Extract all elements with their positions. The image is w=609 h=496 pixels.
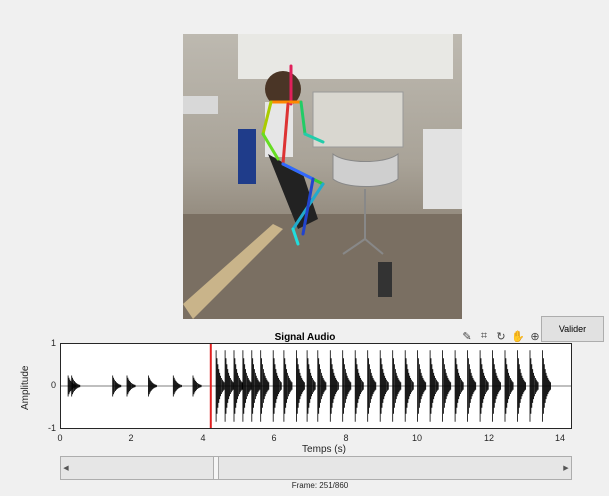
x-axis-label: Temps (s) xyxy=(302,444,346,455)
signal-burst xyxy=(148,375,157,397)
pan-icon[interactable]: ✋ xyxy=(511,330,525,343)
signal-burst xyxy=(306,350,316,422)
signal-burst xyxy=(126,375,136,397)
signal-burst xyxy=(260,350,270,422)
data-tip-icon[interactable]: ⌗ xyxy=(480,329,488,342)
signal-burst xyxy=(354,350,364,422)
signal-burst xyxy=(233,350,243,422)
video-frame xyxy=(183,34,462,319)
signal-burst xyxy=(542,350,551,422)
signal-burst xyxy=(529,350,539,422)
signal-burst xyxy=(379,350,389,422)
axes-toolbar: ✎ ⌗ ↻ ✋ ⊕ xyxy=(460,329,542,345)
rotate-icon[interactable]: ↻ xyxy=(496,330,506,343)
plot-title: Signal Audio xyxy=(274,332,336,343)
signal-burst xyxy=(317,350,327,422)
audio-signal xyxy=(61,344,571,428)
x-tick-label: 2 xyxy=(128,433,134,443)
signal-burst xyxy=(517,350,526,422)
signal-burst xyxy=(367,350,377,422)
signal-burst xyxy=(251,350,261,422)
frame-slider[interactable]: ◀ ▶ xyxy=(60,456,572,480)
signal-burst xyxy=(492,350,501,422)
signal-burst xyxy=(224,350,234,422)
signal-burst xyxy=(417,350,427,422)
x-tick-label: 0 xyxy=(57,433,63,443)
x-tick-label: 14 xyxy=(554,433,565,443)
signal-burst xyxy=(404,350,414,422)
signal-burst xyxy=(454,350,464,422)
signal-burst xyxy=(112,375,122,397)
signal-burst xyxy=(215,350,225,422)
signal-burst xyxy=(504,350,514,422)
slider-left-arrow-icon[interactable]: ◀ xyxy=(63,465,69,472)
signal-burst xyxy=(442,350,452,422)
signal-burst xyxy=(242,350,252,422)
signal-burst xyxy=(272,350,282,422)
audio-plot-axes[interactable] xyxy=(60,343,572,429)
x-tick-label: 4 xyxy=(200,433,206,443)
signal-burst xyxy=(479,350,489,422)
validate-button[interactable]: Valider xyxy=(541,316,604,342)
signal-burst xyxy=(429,350,439,422)
signal-burst xyxy=(342,350,352,422)
signal-burst xyxy=(71,375,81,397)
x-tick-label: 10 xyxy=(411,433,422,443)
signal-burst xyxy=(172,375,182,397)
signal-burst xyxy=(392,350,402,422)
brush-icon[interactable]: ✎ xyxy=(462,330,472,343)
signal-burst xyxy=(329,350,339,422)
signal-burst xyxy=(467,350,477,422)
y-axis-label: Amplitude xyxy=(20,365,31,410)
slider-right-arrow-icon[interactable]: ▶ xyxy=(563,465,569,472)
x-tick-label: 12 xyxy=(483,433,494,443)
signal-burst xyxy=(296,350,305,422)
y-tick-label: 1 xyxy=(50,338,56,348)
y-tick-label: -1 xyxy=(47,423,56,433)
signal-burst xyxy=(283,350,293,422)
signal-burst xyxy=(192,375,202,397)
slider-thumb[interactable] xyxy=(213,457,219,479)
x-tick-label: 6 xyxy=(271,433,277,443)
frame-counter: Frame: 251/860 xyxy=(291,481,349,490)
x-tick-label: 8 xyxy=(343,433,349,443)
y-tick-label: 0 xyxy=(50,380,56,390)
zoom-in-icon[interactable]: ⊕ xyxy=(530,330,540,343)
